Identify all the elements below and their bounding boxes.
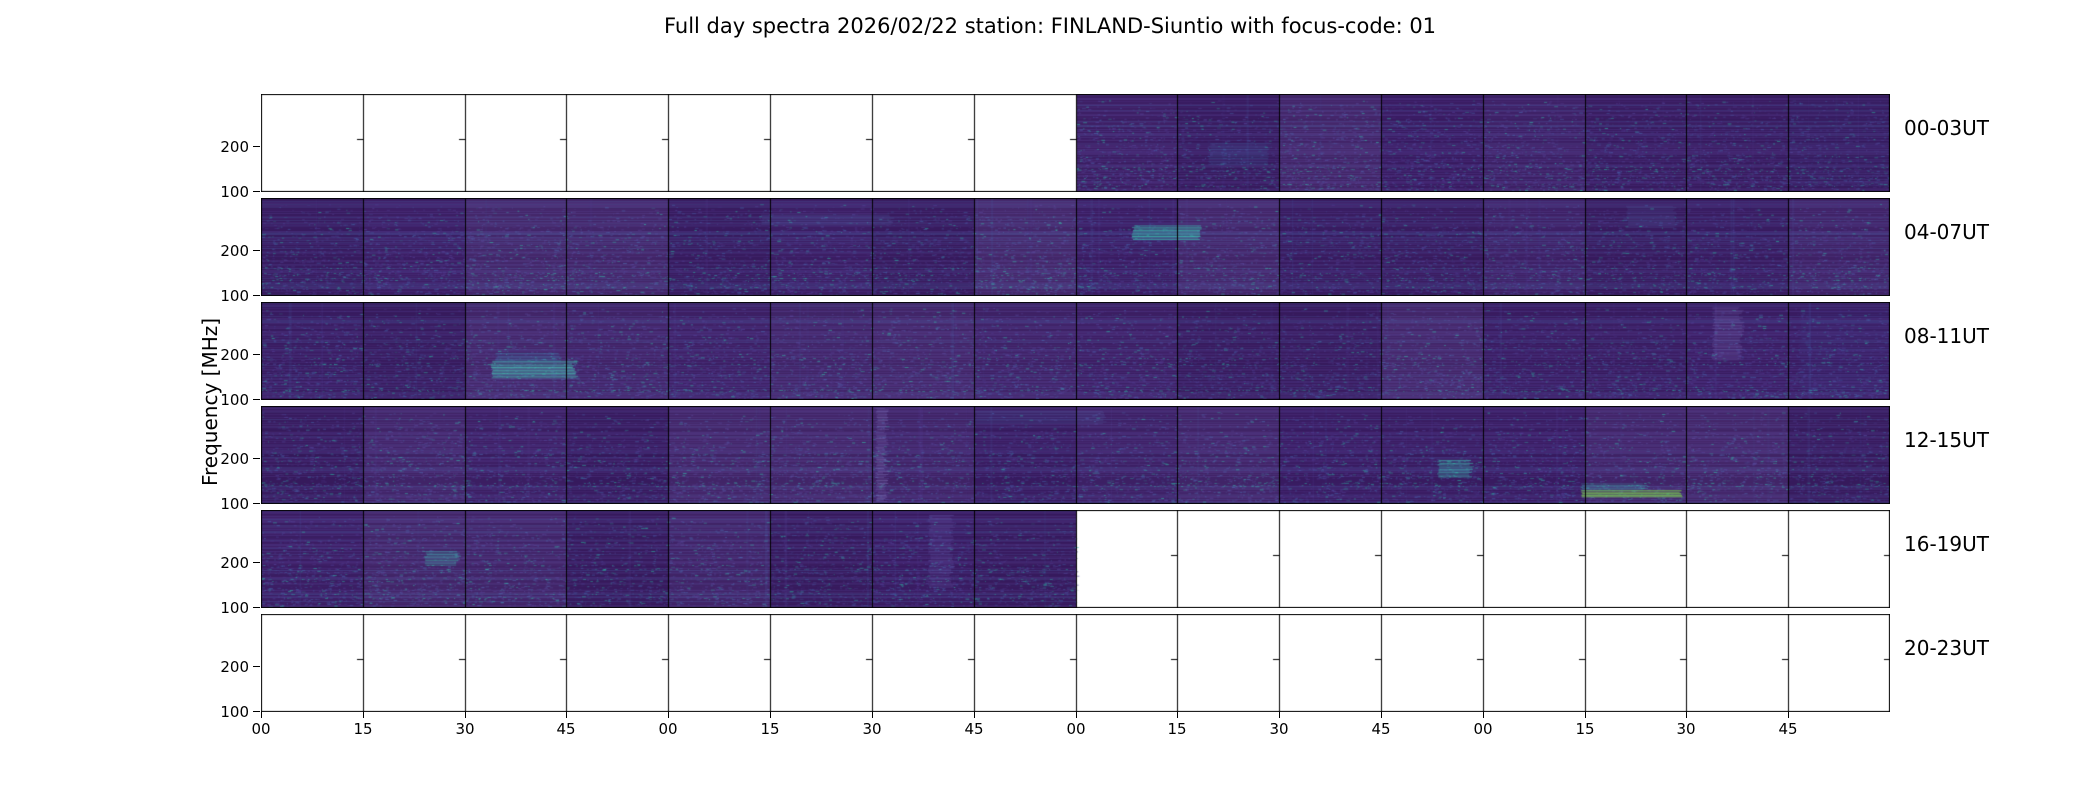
panel-time-label: 20-23UT — [1904, 636, 1989, 660]
x-tick-label: 15 — [760, 720, 780, 738]
y-tick-label: 100 — [220, 599, 249, 617]
spectrogram-canvas — [261, 302, 1890, 400]
panel-time-label: 16-19UT — [1904, 532, 1989, 556]
y-tick-label: 200 — [220, 138, 249, 156]
x-tick-label: 45 — [556, 720, 576, 738]
x-tick — [1381, 712, 1382, 718]
y-tick — [253, 503, 260, 504]
x-tick — [1788, 712, 1789, 718]
y-tick — [253, 250, 260, 251]
panel-time-label: 04-07UT — [1904, 220, 1989, 244]
x-tick — [1177, 712, 1178, 718]
y-tick-label: 200 — [220, 346, 249, 364]
spectrogram-canvas — [261, 406, 1890, 504]
panel-time-label: 12-15UT — [1904, 428, 1989, 452]
x-tick-label: 30 — [1676, 720, 1696, 738]
x-tick — [363, 712, 364, 718]
x-tick — [465, 712, 466, 718]
chart-title: Full day spectra 2026/02/22 station: FIN… — [663, 14, 1437, 38]
x-tick — [566, 712, 567, 718]
x-tick-label: 00 — [658, 720, 678, 738]
panel-time-label: 00-03UT — [1904, 116, 1989, 140]
x-tick — [872, 712, 873, 718]
y-tick — [253, 711, 260, 712]
panel-time-label: 08-11UT — [1904, 324, 1989, 348]
y-tick — [253, 191, 260, 192]
x-tick-label: 30 — [862, 720, 882, 738]
y-tick — [253, 354, 260, 355]
y-tick-label: 200 — [220, 450, 249, 468]
x-tick-label: 15 — [1167, 720, 1187, 738]
spectrogram-canvas — [261, 614, 1890, 712]
x-tick-label: 00 — [1473, 720, 1493, 738]
y-tick-label: 200 — [220, 658, 249, 676]
x-tick-label: 45 — [1778, 720, 1798, 738]
x-tick-label: 00 — [1066, 720, 1086, 738]
y-tick — [253, 146, 260, 147]
y-tick-label: 100 — [220, 391, 249, 409]
y-tick-label: 100 — [220, 703, 249, 721]
x-tick — [1686, 712, 1687, 718]
x-tick — [668, 712, 669, 718]
y-tick-label: 200 — [220, 554, 249, 572]
x-tick-label: 15 — [1575, 720, 1595, 738]
y-tick-label: 100 — [220, 287, 249, 305]
spectrogram-canvas — [261, 94, 1890, 192]
y-tick — [253, 295, 260, 296]
x-tick — [770, 712, 771, 718]
y-tick — [253, 458, 260, 459]
x-tick — [1076, 712, 1077, 718]
y-tick-label: 200 — [220, 242, 249, 260]
spectrogram-canvas — [261, 198, 1890, 296]
y-tick — [253, 666, 260, 667]
spectrogram-canvas — [261, 510, 1890, 608]
x-tick-label: 15 — [353, 720, 373, 738]
x-tick-label: 00 — [251, 720, 271, 738]
x-tick — [1483, 712, 1484, 718]
y-tick-label: 100 — [220, 495, 249, 513]
x-tick — [974, 712, 975, 718]
x-tick-label: 30 — [1269, 720, 1289, 738]
y-tick — [253, 562, 260, 563]
y-tick — [253, 607, 260, 608]
x-tick-label: 45 — [964, 720, 984, 738]
x-tick-label: 45 — [1371, 720, 1391, 738]
x-tick — [261, 712, 262, 718]
x-tick — [1279, 712, 1280, 718]
y-tick-label: 100 — [220, 183, 249, 201]
x-tick-label: 30 — [455, 720, 475, 738]
x-tick — [1585, 712, 1586, 718]
y-tick — [253, 399, 260, 400]
